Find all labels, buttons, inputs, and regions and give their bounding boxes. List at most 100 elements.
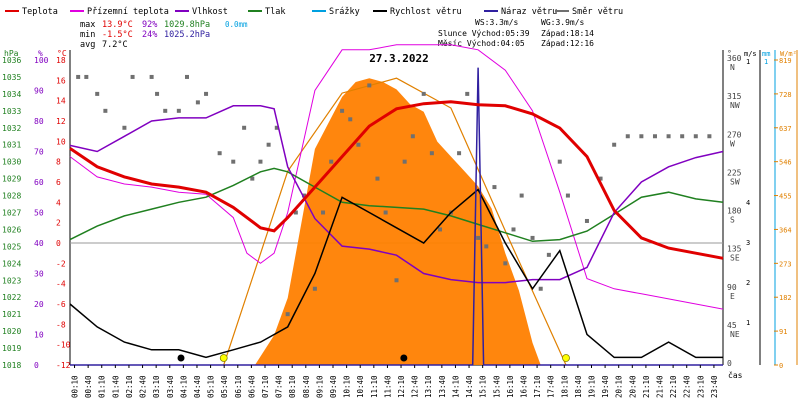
wind-direction-point — [666, 134, 671, 139]
legend-label-5: Rychlost větru — [390, 7, 462, 17]
tick-time: 07:40 — [275, 375, 284, 398]
tick-time: 15:40 — [492, 375, 501, 398]
tick-temperature: -8 — [56, 320, 66, 329]
tick-time: 11:10 — [370, 375, 379, 398]
tick-direction: 90 — [727, 283, 737, 292]
x-axis: 00:10 00:40 01:10 01:40 02:10 02:40 03:10 03:40… — [71, 365, 719, 398]
unit-wm2: W/m² — [780, 50, 797, 58]
tick-radiation: 0 — [779, 362, 783, 370]
tick-radiation: 182 — [779, 294, 792, 302]
wind-direction-point — [402, 159, 407, 164]
tick-time: 17:10 — [533, 375, 542, 398]
stats-min-label: min — [80, 30, 95, 40]
wind-direction-point — [348, 117, 353, 122]
wind-direction-point — [266, 142, 271, 147]
tick-humidity: 40 — [34, 239, 44, 248]
tick-direction: 45 — [727, 321, 737, 330]
wind-direction-point — [546, 252, 551, 257]
wind-direction-point — [122, 125, 127, 130]
wind-direction-point — [163, 108, 168, 113]
tick-radiation: 91 — [779, 328, 787, 336]
tick-pressure: 1029 — [2, 175, 21, 184]
stats-panel: max 13.9°C 92% 1029.8hPa 0.0mm min -1.5°… — [80, 18, 594, 50]
tick-pressure: 1031 — [2, 141, 21, 150]
stats-moonset: Západ:12:16 — [541, 39, 594, 48]
tick-pressure: 1023 — [2, 276, 21, 285]
legend: Teplota Přízemní teplota Vlhkost Tlak Srážky… — [5, 7, 623, 17]
tick-rain: 1 — [764, 58, 768, 66]
wind-direction-point — [492, 185, 497, 190]
tick-time: 01:40 — [111, 375, 120, 398]
wind-direction-point — [149, 74, 154, 79]
tick-time: 14:40 — [465, 375, 474, 398]
stats-moon: Měsíc Východ:04:05 — [438, 39, 525, 48]
tick-wind: 4 — [746, 199, 750, 207]
tick-direction: 0 — [727, 359, 732, 368]
tick-temperature: -12 — [56, 361, 71, 370]
wind-direction-point — [231, 159, 236, 164]
wind-direction-point — [293, 210, 298, 215]
tick-wind: 2 — [746, 279, 750, 287]
tick-time: 03:10 — [152, 375, 161, 398]
tick-time: 08:40 — [302, 375, 311, 398]
unit-mm: mm — [762, 50, 770, 58]
wind-direction-point — [429, 151, 434, 156]
tick-temperature: 14 — [56, 97, 66, 106]
tick-time: 01:10 — [98, 375, 107, 398]
unit-time: čas — [728, 370, 743, 380]
tick-temperature: 18 — [56, 56, 66, 65]
tick-temperature: 2 — [56, 219, 61, 228]
tick-time: 13:10 — [424, 375, 433, 398]
tick-time: 02:10 — [125, 375, 134, 398]
tick-time: 19:40 — [601, 375, 610, 398]
tick-humidity: 10 — [34, 331, 44, 340]
tick-humidity: 30 — [34, 270, 44, 279]
tick-humidity: 100 — [34, 56, 49, 65]
stats-max-hum: 92% — [142, 20, 157, 30]
tick-radiation: 546 — [779, 159, 792, 167]
tick-humidity: 80 — [34, 117, 44, 126]
tick-pressure: 1030 — [2, 158, 21, 167]
stats-min-hum: 24% — [142, 30, 157, 40]
tick-direction: 360 — [727, 54, 742, 63]
tick-time: 16:10 — [506, 375, 515, 398]
wind-direction-point — [511, 227, 516, 232]
wind-direction-point — [84, 74, 89, 79]
stats-max-temp: 13.9°C — [102, 20, 133, 30]
wind-direction-point — [301, 193, 306, 198]
stats-ws: WS:3.3m/s — [475, 18, 519, 27]
tick-time: 08:10 — [288, 375, 297, 398]
wind-direction-point — [394, 278, 399, 283]
tick-time: 22:40 — [683, 375, 692, 398]
wind-direction-point — [410, 134, 415, 139]
tick-time: 10:40 — [356, 375, 365, 398]
tick-direction-name: S — [730, 216, 735, 225]
tick-time: 16:40 — [519, 375, 528, 398]
wind-direction-point — [76, 74, 81, 79]
tick-time: 06:40 — [247, 375, 256, 398]
wind-direction-point — [95, 91, 100, 96]
stats-max-label: max — [80, 20, 95, 30]
wind-direction-point — [476, 235, 481, 240]
plot-area — [69, 44, 724, 366]
legend-label-0: Teplota — [22, 7, 58, 17]
wind-direction-point — [438, 227, 443, 232]
tick-radiation: 273 — [779, 260, 792, 268]
stats-sunset: Západ:18:14 — [541, 29, 594, 38]
wind-direction-point — [217, 151, 222, 156]
wind-direction-point — [340, 108, 345, 113]
tick-humidity: 60 — [34, 178, 44, 187]
radiation-area — [255, 78, 541, 365]
tick-radiation: 364 — [779, 226, 792, 234]
tick-time: 10:10 — [343, 375, 352, 398]
tick-humidity: 0 — [34, 361, 39, 370]
legend-label-3: Tlak — [265, 7, 285, 17]
wind-direction-point — [421, 91, 426, 96]
tick-pressure: 1033 — [2, 107, 21, 116]
tick-temperature: 12 — [56, 117, 66, 126]
tick-time: 05:40 — [220, 375, 229, 398]
tick-time: 02:40 — [139, 375, 148, 398]
wind-direction-point — [242, 125, 247, 130]
tick-humidity: 50 — [34, 209, 44, 218]
